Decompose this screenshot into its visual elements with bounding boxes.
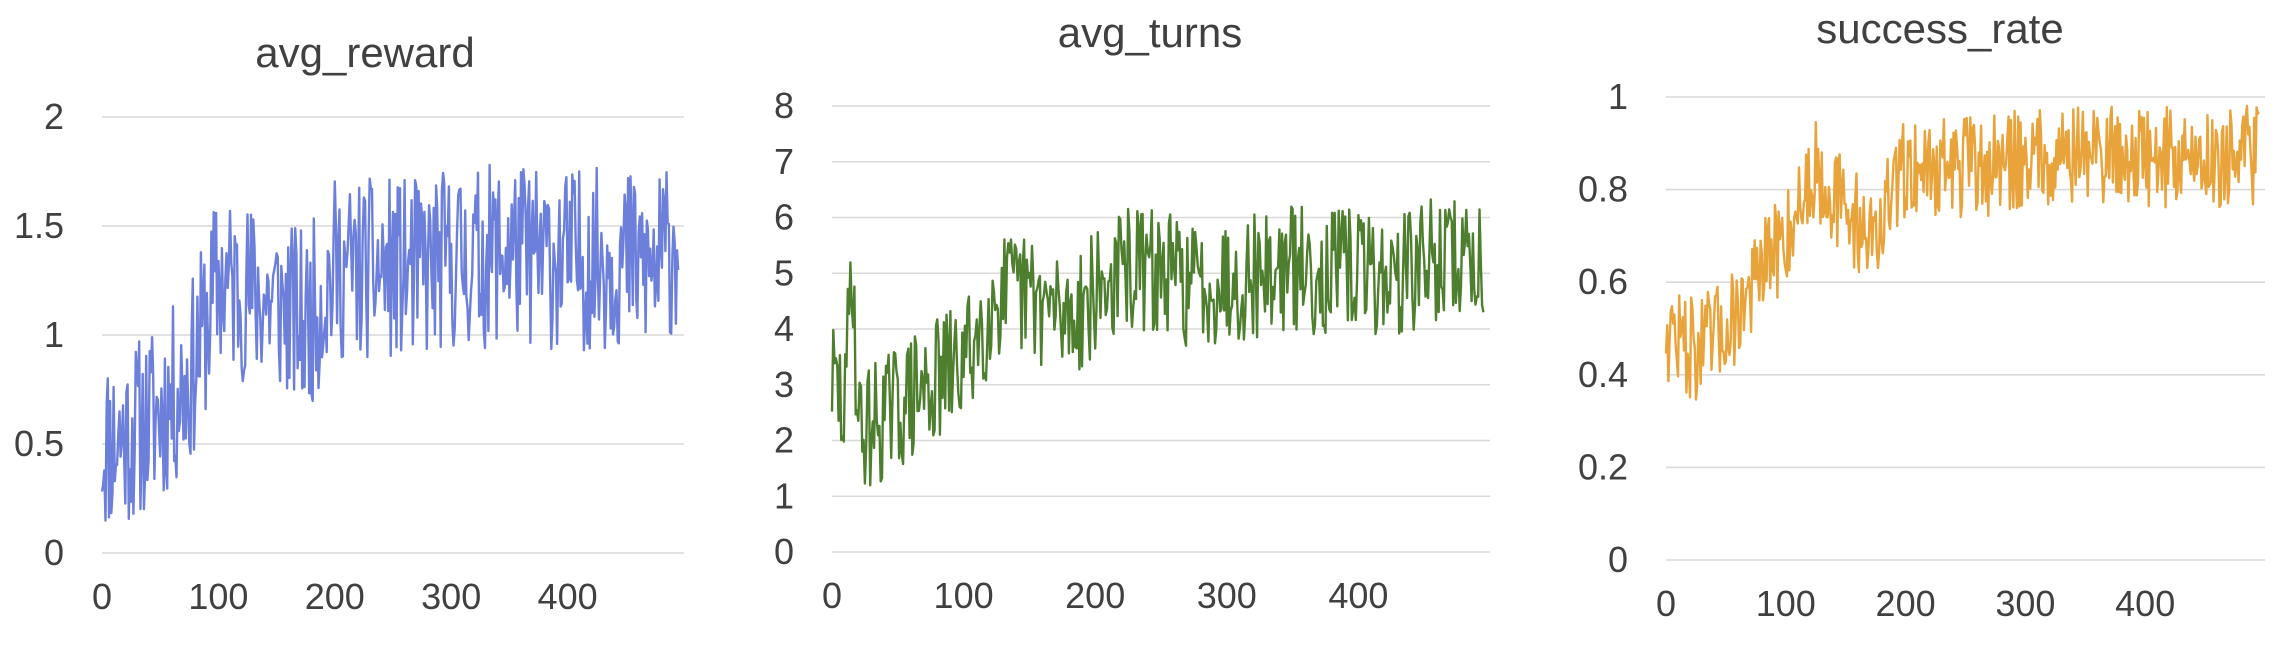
y-tick-label: 0 [774,531,794,572]
series-line-avg_turns [830,198,1485,487]
y-tick-label: 5 [774,252,794,293]
chart-title: avg_reward [255,29,474,76]
y-tick-label: 4 [774,308,794,349]
y-tick-label: 6 [774,197,794,238]
y-tick-label: 1 [1608,76,1628,117]
x-tick-label: 300 [1995,583,2055,624]
x-tick-label: 400 [538,576,598,617]
y-tick-label: 0 [1608,539,1628,580]
y-tick-label: 1 [44,314,64,355]
x-tick-label: 400 [2115,583,2175,624]
chart-panel-avg_turns: avg_turns 0 1 2 3 4 5 6 7 8 0 100 200 300 400 [774,9,1490,616]
y-tick-label: 8 [774,85,794,126]
x-tick-label: 0 [92,576,112,617]
x-tick-label: 100 [934,575,994,616]
series-line-success_rate [1664,104,2260,401]
chart-panel-success_rate: success_rate 0 0.2 0.4 0.6 0.8 1 0 100 200 300 400 [1578,5,2265,624]
x-tick-label: 100 [188,576,248,617]
y-tick-label: 1 [774,475,794,516]
y-tick-label: 7 [774,141,794,182]
y-tick-label: 0.2 [1578,446,1628,487]
y-tick-label: 1.5 [14,205,64,246]
x-tick-label: 100 [1756,583,1816,624]
chart-panel-avg_reward: avg_reward 0 0.5 1 1.5 2 0 100 200 300 400 [14,29,684,617]
x-tick-label: 400 [1328,575,1388,616]
x-tick-label: 0 [822,575,842,616]
y-tick-label: 0.4 [1578,354,1628,395]
chart-title: success_rate [1816,5,2063,52]
y-tick-label: 0.6 [1578,261,1628,302]
x-tick-label: 300 [1197,575,1257,616]
y-tick-label: 2 [774,420,794,461]
y-tick-label: 0 [44,532,64,573]
x-tick-label: 0 [1656,583,1676,624]
y-tick-label: 0.8 [1578,169,1628,210]
series-line-avg_reward [100,163,680,522]
x-tick-label: 200 [1876,583,1936,624]
y-tick-label: 2 [44,96,64,137]
y-tick-label: 3 [774,364,794,405]
x-tick-label: 200 [305,576,365,617]
y-tick-label: 0.5 [14,423,64,464]
x-tick-label: 300 [421,576,481,617]
x-tick-label: 200 [1065,575,1125,616]
chart-title: avg_turns [1058,9,1242,56]
